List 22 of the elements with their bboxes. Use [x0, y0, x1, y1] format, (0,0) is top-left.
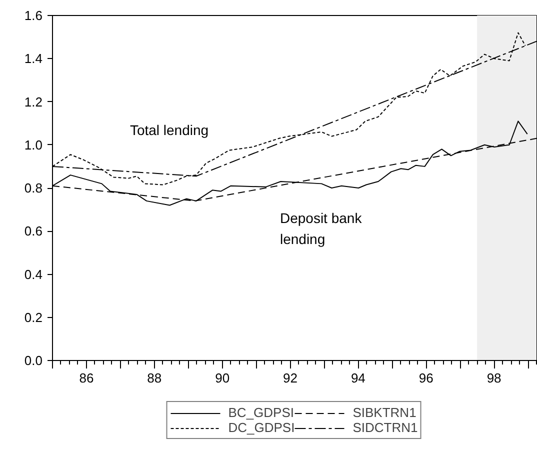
- x-tick-label: 96: [418, 370, 434, 386]
- x-tick-label: 88: [147, 370, 162, 386]
- x-tick-label: 94: [350, 370, 366, 386]
- x-tick-label: 90: [215, 370, 230, 386]
- y-tick-label: 1.2: [24, 94, 43, 110]
- y-tick-label: 0.4: [24, 266, 43, 282]
- y-tick-label: 1.6: [24, 8, 43, 23]
- legend-label: SIDCTRN1: [352, 420, 418, 435]
- y-tick-label: 0.2: [24, 310, 43, 325]
- legend-label: DC_GDPSI: [228, 420, 295, 435]
- x-tick-label: 86: [79, 370, 94, 386]
- legend-label: SIBKTRN1: [352, 405, 416, 420]
- x-tick-label: 98: [486, 370, 502, 386]
- annotation: Total lending: [130, 122, 209, 138]
- y-tick-label: 1.4: [24, 51, 43, 66]
- y-tick-label: 0.8: [24, 180, 43, 196]
- y-tick-label: 0.6: [24, 224, 43, 239]
- legend-label: BC_GDPSI: [228, 405, 294, 420]
- annotation: Deposit bank lending: [280, 210, 363, 248]
- x-tick-label: 92: [283, 370, 298, 386]
- y-tick-label: 1.0: [24, 137, 43, 152]
- y-tick-label: 0.0: [24, 353, 43, 368]
